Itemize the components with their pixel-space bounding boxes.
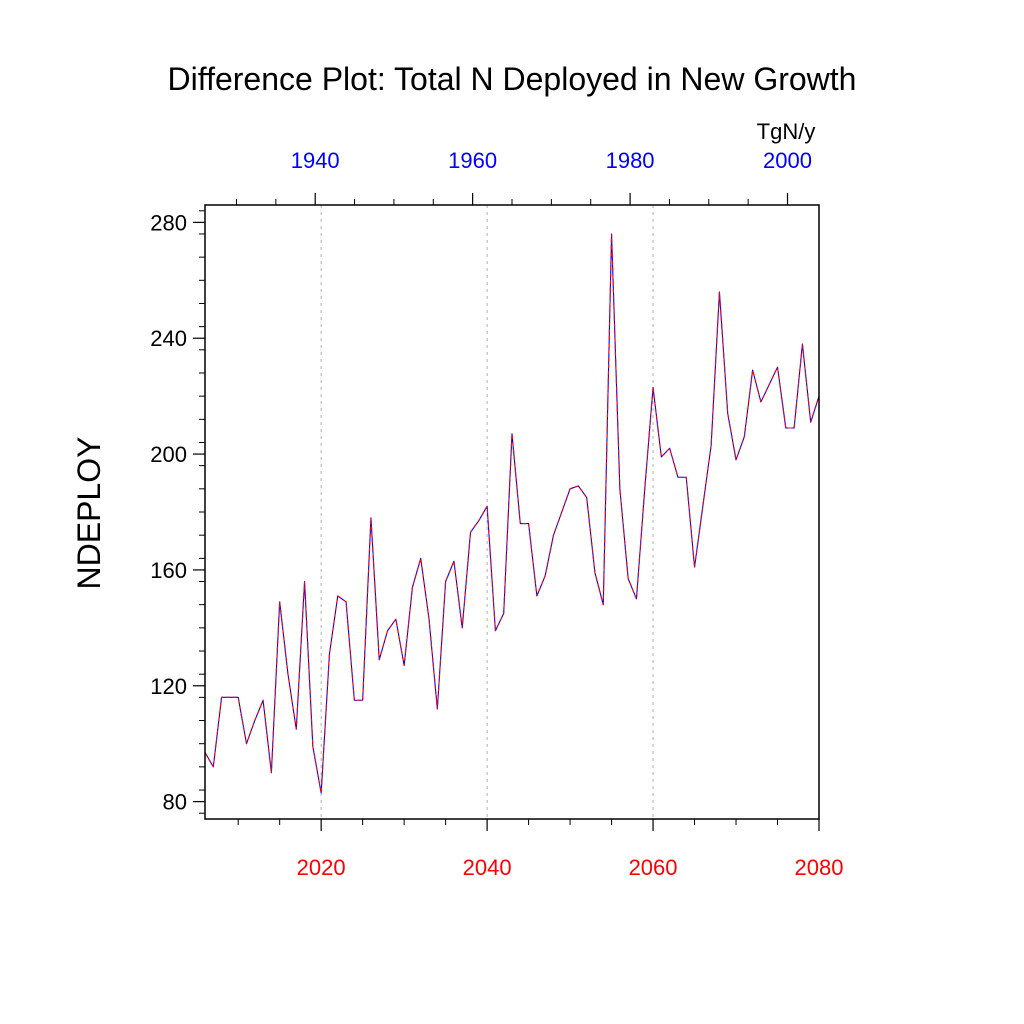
grid-lines [320,205,654,819]
x-tick-label: 2080 [795,855,844,880]
series-layer [204,233,820,794]
chart-title: Difference Plot: Total N Deployed in New… [168,61,857,97]
x-tick-label: 2040 [463,855,512,880]
plot-frame [204,204,820,820]
top-x-tick-label: 1940 [291,148,340,173]
top-x-tick-label: 1980 [606,148,655,173]
x-tick-label: 2020 [297,855,346,880]
top-x-tick-label: 2000 [763,148,812,173]
y-tick-label: 200 [150,442,187,467]
y-tick-label: 280 [150,210,187,235]
units-label: TgN/y [757,119,816,144]
y-tick-label: 80 [163,790,187,815]
axes: 80 120 160 200 240 280 2020 2040 2060 2080 1940 196… [150,148,843,880]
series-line-2 [204,233,820,794]
y-tick-label: 160 [150,558,187,583]
top-x-tick-label: 1960 [448,148,497,173]
y-tick-label: 120 [150,674,187,699]
y-axis-label: NDEPLOY [71,437,107,590]
x-tick-label: 2060 [629,855,678,880]
y-tick-label: 240 [150,326,187,351]
